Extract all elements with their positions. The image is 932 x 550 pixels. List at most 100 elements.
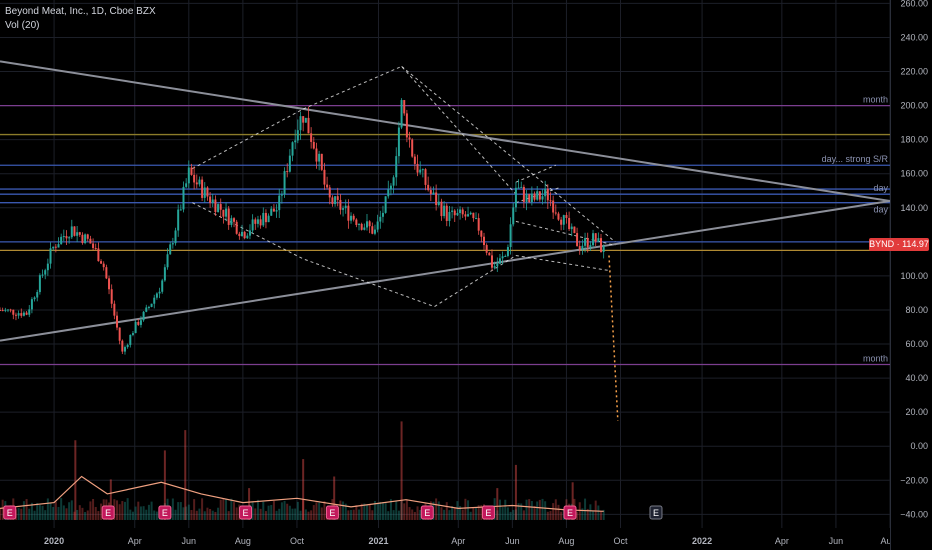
earnings-badge[interactable]: E	[158, 505, 172, 520]
volume-bar	[464, 498, 467, 520]
candle-body	[304, 117, 307, 123]
candle-body	[57, 244, 60, 248]
volume-bar	[171, 498, 174, 520]
earnings-badge[interactable]: E	[101, 505, 115, 520]
y-tick-label: 200.00	[900, 101, 928, 111]
volume-bar	[435, 498, 438, 520]
trendline	[0, 60, 891, 202]
candle-body	[312, 141, 315, 149]
volume-bar	[467, 500, 470, 520]
x-tick-label: 2022	[692, 536, 712, 546]
projection-dotted-line	[608, 255, 619, 421]
volume-bar	[206, 507, 209, 520]
candle-body	[320, 153, 323, 170]
candle-body	[483, 236, 486, 246]
earnings-badge[interactable]: E	[3, 505, 17, 520]
volume-bar	[344, 503, 347, 520]
candle-body	[134, 321, 137, 334]
candle-body	[472, 212, 475, 219]
volume-bar	[211, 510, 214, 520]
candle-body	[413, 156, 416, 164]
chart-legend: Beyond Meat, Inc., 1D, Cboe BZX Vol (20)	[5, 5, 156, 33]
volume-bar	[254, 508, 257, 520]
volume-bar	[139, 506, 142, 520]
candle-body	[20, 313, 23, 316]
volume-bar	[131, 511, 134, 520]
candle-body	[89, 238, 92, 244]
candle-body	[448, 211, 451, 221]
earnings-badge-box	[239, 505, 253, 520]
candle-body	[464, 214, 467, 217]
candle-body	[443, 205, 446, 217]
volume-bar	[126, 498, 129, 520]
candle-body	[296, 130, 299, 141]
candle-body	[38, 275, 41, 293]
volume-bar	[76, 509, 79, 520]
candle-body	[544, 188, 547, 197]
volume-bar	[323, 501, 326, 520]
volume-bar	[350, 509, 353, 520]
candle-body	[187, 167, 190, 184]
candle-body	[280, 194, 283, 196]
candle-body	[371, 226, 374, 234]
candle-body	[562, 215, 565, 225]
candle-body	[536, 191, 539, 200]
earnings-badge[interactable]: E	[481, 505, 495, 520]
volume-bar	[517, 503, 520, 520]
volume-bar	[304, 509, 307, 520]
volume-bar	[174, 509, 177, 520]
volume-bar	[584, 498, 587, 520]
volume-bar	[286, 503, 289, 520]
earnings-badge[interactable]: E	[325, 505, 339, 520]
candle-body	[94, 247, 97, 249]
candle-body	[41, 274, 44, 276]
volume-bar	[576, 511, 579, 520]
candle-body	[294, 140, 297, 143]
volume-bar	[554, 499, 557, 520]
volume-bar	[597, 505, 600, 520]
candle-body	[9, 309, 12, 311]
candle-body	[408, 137, 411, 140]
candle-body	[169, 244, 172, 255]
volume-bar	[318, 502, 321, 520]
candle-body	[554, 212, 557, 214]
volume-bar	[459, 506, 462, 520]
candle-body	[584, 238, 587, 246]
volume-bar	[129, 509, 132, 520]
volume-bar	[123, 501, 126, 520]
candle-body	[46, 263, 49, 271]
candle-body	[541, 196, 544, 200]
x-tick-label: Jun	[182, 536, 197, 546]
candle-body	[315, 148, 318, 162]
candle-body	[254, 219, 257, 224]
earnings-badge[interactable]: E	[420, 505, 434, 520]
earnings-badge[interactable]: E	[563, 505, 577, 520]
candle-body	[286, 171, 289, 173]
volume-bar	[291, 508, 294, 520]
candle-body	[251, 219, 254, 231]
volume-bar	[501, 507, 504, 520]
earnings-badge[interactable]: E	[649, 505, 663, 520]
candle-body	[496, 263, 499, 267]
candle-body	[435, 192, 438, 206]
candle-body	[22, 312, 25, 316]
volume-bar	[342, 501, 345, 520]
candle-body	[352, 215, 355, 220]
candle-body	[73, 226, 76, 236]
candle-body	[392, 177, 395, 186]
last-price-tag: BYND · 114.97	[869, 238, 929, 251]
candle-body	[14, 314, 17, 316]
candle-body	[62, 236, 65, 238]
candle-body	[453, 210, 456, 216]
candle-body	[222, 209, 225, 217]
volume-bar	[347, 510, 350, 520]
earnings-badge-box	[325, 505, 339, 520]
volume-bar	[193, 499, 196, 520]
y-tick-label: 40.00	[905, 373, 928, 383]
volume-bar	[142, 506, 145, 520]
earnings-badge[interactable]: E	[239, 505, 253, 520]
volume-bar	[68, 502, 71, 520]
volume-bar	[36, 502, 39, 520]
